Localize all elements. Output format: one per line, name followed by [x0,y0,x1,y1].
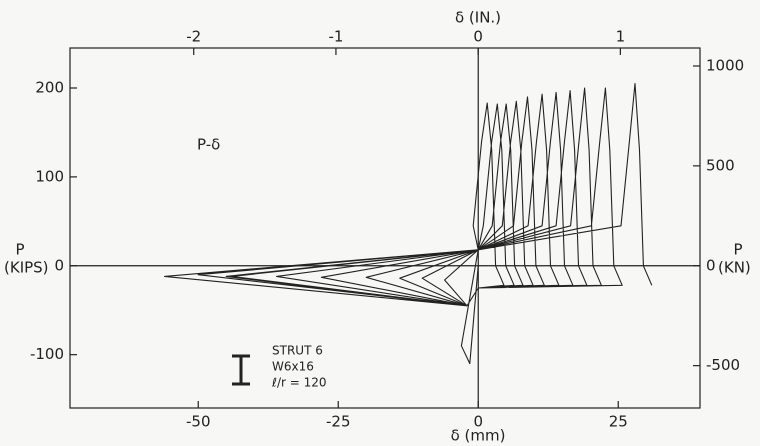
y-axis-label: (KIPS) [4,259,49,277]
x2-tick-label: 1 [616,28,626,46]
plot-frame [69,47,701,409]
y2-axis-label: P [733,241,742,259]
y-tick-label: 100 [35,167,64,185]
y2-tick-label: -500 [706,356,740,374]
x-tick-label: 0 [473,413,483,431]
y-tick-label: 0 [54,256,64,274]
x2-axis-label: δ (IN.) [455,9,501,27]
x-tick-label: -25 [326,413,351,431]
y2-tick-label: 0 [706,256,716,274]
x-tick-label: -50 [186,413,211,431]
x-axis-label: δ (mm) [451,427,506,445]
y-axis-label: P [15,241,24,259]
annotation: STRUT 6 [272,344,323,358]
y-tick-label: 200 [35,79,64,97]
x2-tick-label: 0 [473,28,483,46]
y2-tick-label: 500 [706,156,735,174]
section-icon [232,354,250,386]
annotation: P-δ [197,136,220,154]
y-tick-label: -100 [30,345,64,363]
y2-tick-label: 1000 [706,56,744,74]
x2-tick-label: -1 [328,28,343,46]
annotation: W6x16 [272,360,314,374]
x2-tick-label: -2 [186,28,201,46]
data-line [164,83,653,365]
annotation: ℓ/r = 120 [271,376,327,390]
y2-axis-label: (KN) [718,259,751,277]
x-tick-label: 25 [609,413,628,431]
